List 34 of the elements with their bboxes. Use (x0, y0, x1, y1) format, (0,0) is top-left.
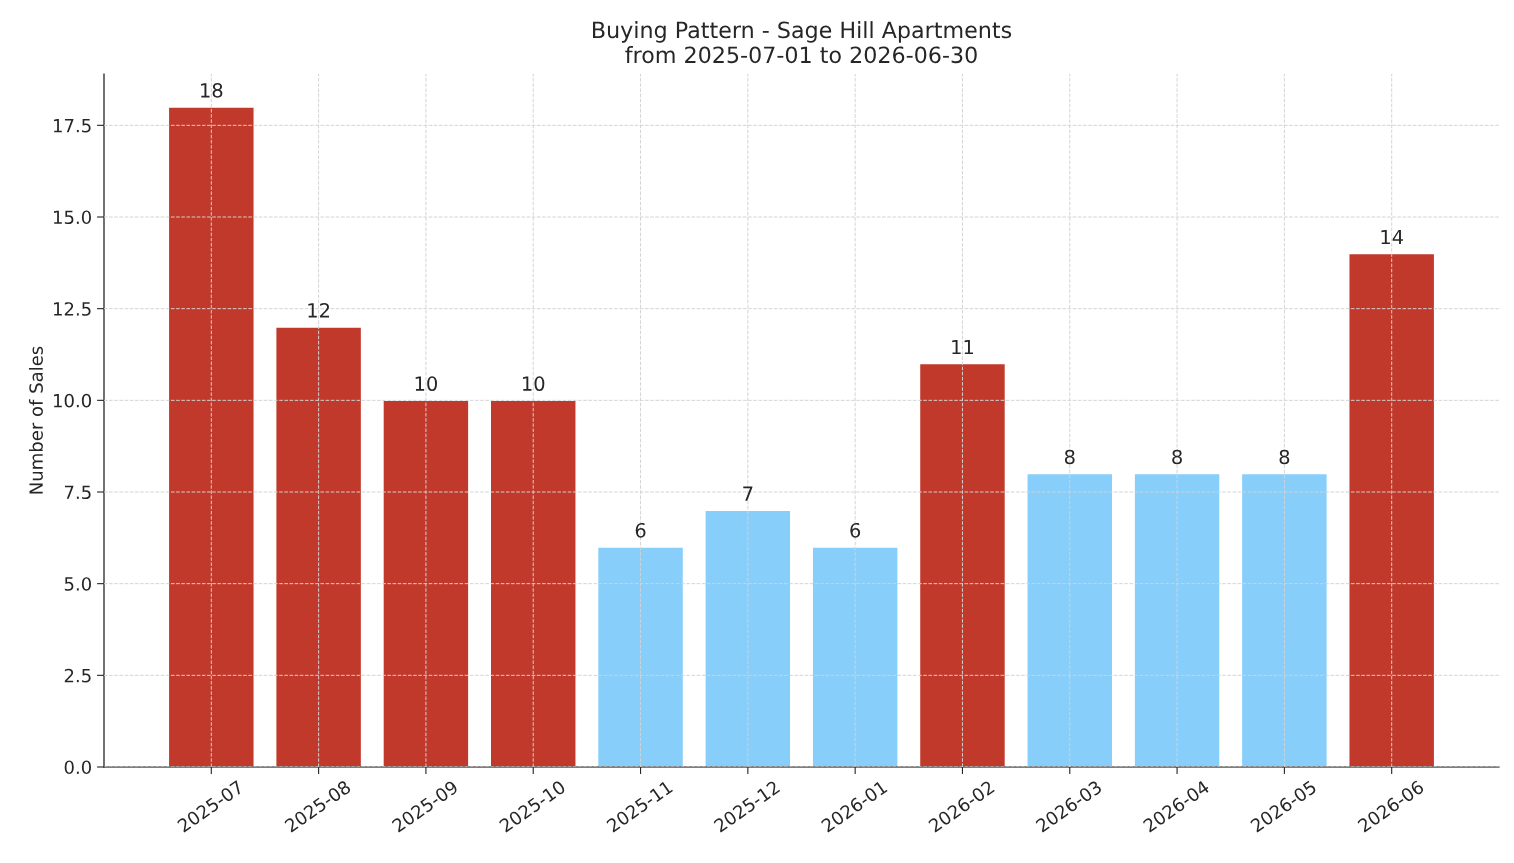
bar (918, 362, 1007, 767)
bar (1133, 472, 1221, 767)
y-tick-label: 2.5 (64, 668, 91, 683)
chart-title: Buying Pattern - Sage Hill Apartments from 2025-07-01 to 2026-06-30 (593, 21, 1012, 64)
bar (596, 546, 685, 767)
data-label: 12 (308, 302, 330, 318)
data-label: 14 (1381, 229, 1403, 245)
y-tick-label: 7.5 (64, 485, 91, 500)
data-label: 18 (201, 82, 223, 98)
data-label: 8 (1279, 449, 1290, 465)
data-label: 6 (635, 522, 646, 538)
bar (704, 509, 792, 767)
y-axis-title: Number of Sales (28, 346, 43, 494)
data-label: 10 (415, 376, 437, 392)
data-label: 11 (952, 339, 974, 355)
y-tick-label: 12.5 (53, 302, 91, 316)
data-label: 8 (1172, 449, 1182, 465)
bar (167, 106, 255, 767)
data-label: 10 (523, 376, 545, 392)
bar (489, 399, 577, 767)
bar (382, 399, 470, 767)
y-tick-label: 15.0 (53, 210, 91, 225)
y-tick-label: 5.0 (64, 577, 91, 591)
data-label: 7 (743, 486, 753, 501)
y-tick-label: 0.0 (64, 760, 91, 775)
data-label: 6 (850, 522, 861, 538)
bar (1240, 472, 1329, 767)
data-label: 8 (1064, 449, 1075, 465)
bar (1026, 472, 1114, 767)
y-tick-label: 10.0 (53, 393, 91, 408)
y-tick-label: 17.5 (53, 119, 91, 133)
bar (274, 326, 363, 767)
bar (1348, 252, 1436, 767)
bar (811, 546, 899, 767)
